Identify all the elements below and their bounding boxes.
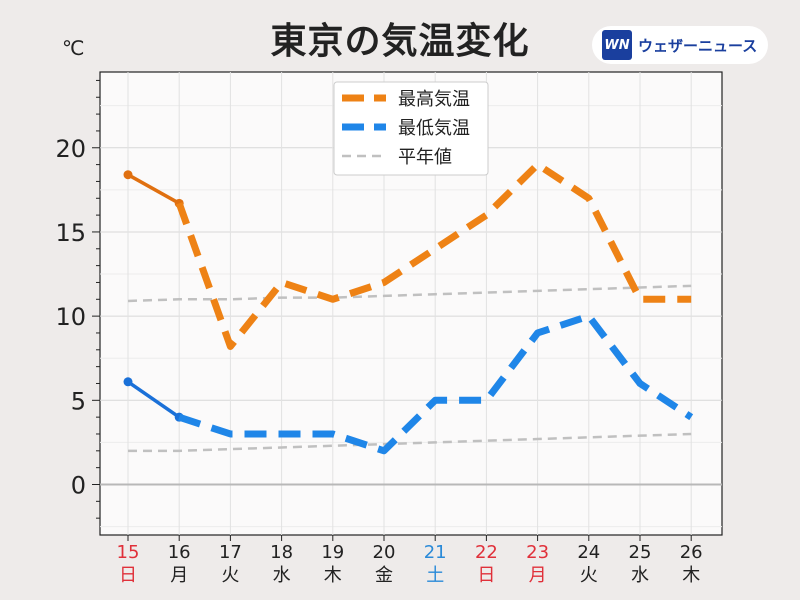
x-tick-label-date: 18	[270, 542, 293, 563]
brand-name: ウェザーニュース	[638, 36, 758, 55]
x-tick-label-date: 15	[117, 542, 140, 563]
x-tick-label-date: 19	[321, 542, 344, 563]
x-tick-label-date: 23	[526, 542, 549, 563]
legend	[333, 81, 489, 176]
max-temp-observed-line	[127, 173, 181, 205]
y-tick-label: 5	[71, 387, 86, 415]
x-tick-label-weekday: 月	[170, 565, 188, 586]
min-temp-observed-line	[127, 380, 181, 419]
normal-high-line	[127, 284, 692, 303]
y-tick-label: 0	[71, 471, 86, 499]
x-tick-label-date: 20	[373, 542, 396, 563]
x-tick-label-weekday: 火	[221, 565, 239, 586]
wn-logo-icon: WN	[602, 30, 632, 60]
x-tick-label-date: 22	[475, 542, 498, 563]
legend-max-temp-label: 最高気温	[398, 89, 470, 110]
max-temp-forecast-line	[175, 161, 692, 350]
x-tick-label-date: 25	[629, 542, 652, 563]
x-tick-label-date: 26	[680, 542, 703, 563]
y-tick-label: 20	[55, 135, 86, 163]
legend-min-temp-label: 最低気温	[398, 118, 470, 139]
x-tick-label-weekday: 日	[477, 565, 495, 586]
x-tick-label-date: 17	[219, 542, 242, 563]
min-temp-forecast-line	[178, 312, 694, 455]
y-tick-label: 10	[55, 303, 86, 331]
y-axis-unit: ℃	[62, 36, 85, 60]
chart-title: 東京の気温変化	[270, 21, 530, 62]
x-tick-label-weekday: 木	[324, 565, 342, 586]
legend-normal-label: 平年値	[398, 147, 452, 168]
weathernews-logo: WN ウェザーニュース	[592, 26, 768, 64]
normal-low-line	[128, 432, 692, 453]
x-tick-label-date: 16	[168, 542, 191, 563]
x-tick-label-date: 24	[577, 542, 600, 563]
x-tick-label-weekday: 火	[580, 565, 598, 586]
x-tick-label-weekday: 土	[426, 565, 444, 586]
x-tick-label-weekday: 日	[119, 565, 137, 586]
y-tick-label: 15	[55, 219, 86, 247]
x-tick-label-weekday: 水	[631, 565, 649, 586]
x-tick-label-weekday: 月	[529, 565, 547, 586]
x-tick-label-weekday: 金	[375, 565, 393, 586]
max-temp-observed-point	[123, 170, 133, 180]
x-tick-label-date: 21	[424, 542, 447, 563]
x-tick-label-weekday: 水	[273, 565, 291, 586]
x-tick-label-weekday: 木	[682, 565, 700, 586]
min-temp-observed-point	[123, 377, 133, 387]
